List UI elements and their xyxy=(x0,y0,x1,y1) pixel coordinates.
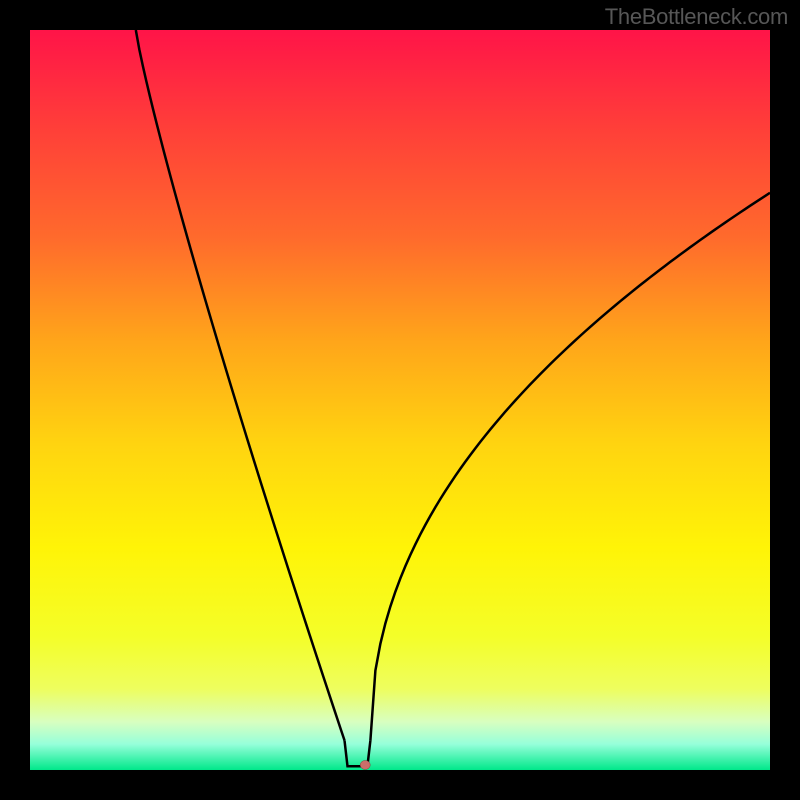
gradient-chart xyxy=(30,30,770,770)
chart-svg xyxy=(30,30,770,770)
minimum-marker xyxy=(360,760,370,769)
gradient-background xyxy=(30,30,770,770)
watermark-text: TheBottleneck.com xyxy=(605,4,788,30)
